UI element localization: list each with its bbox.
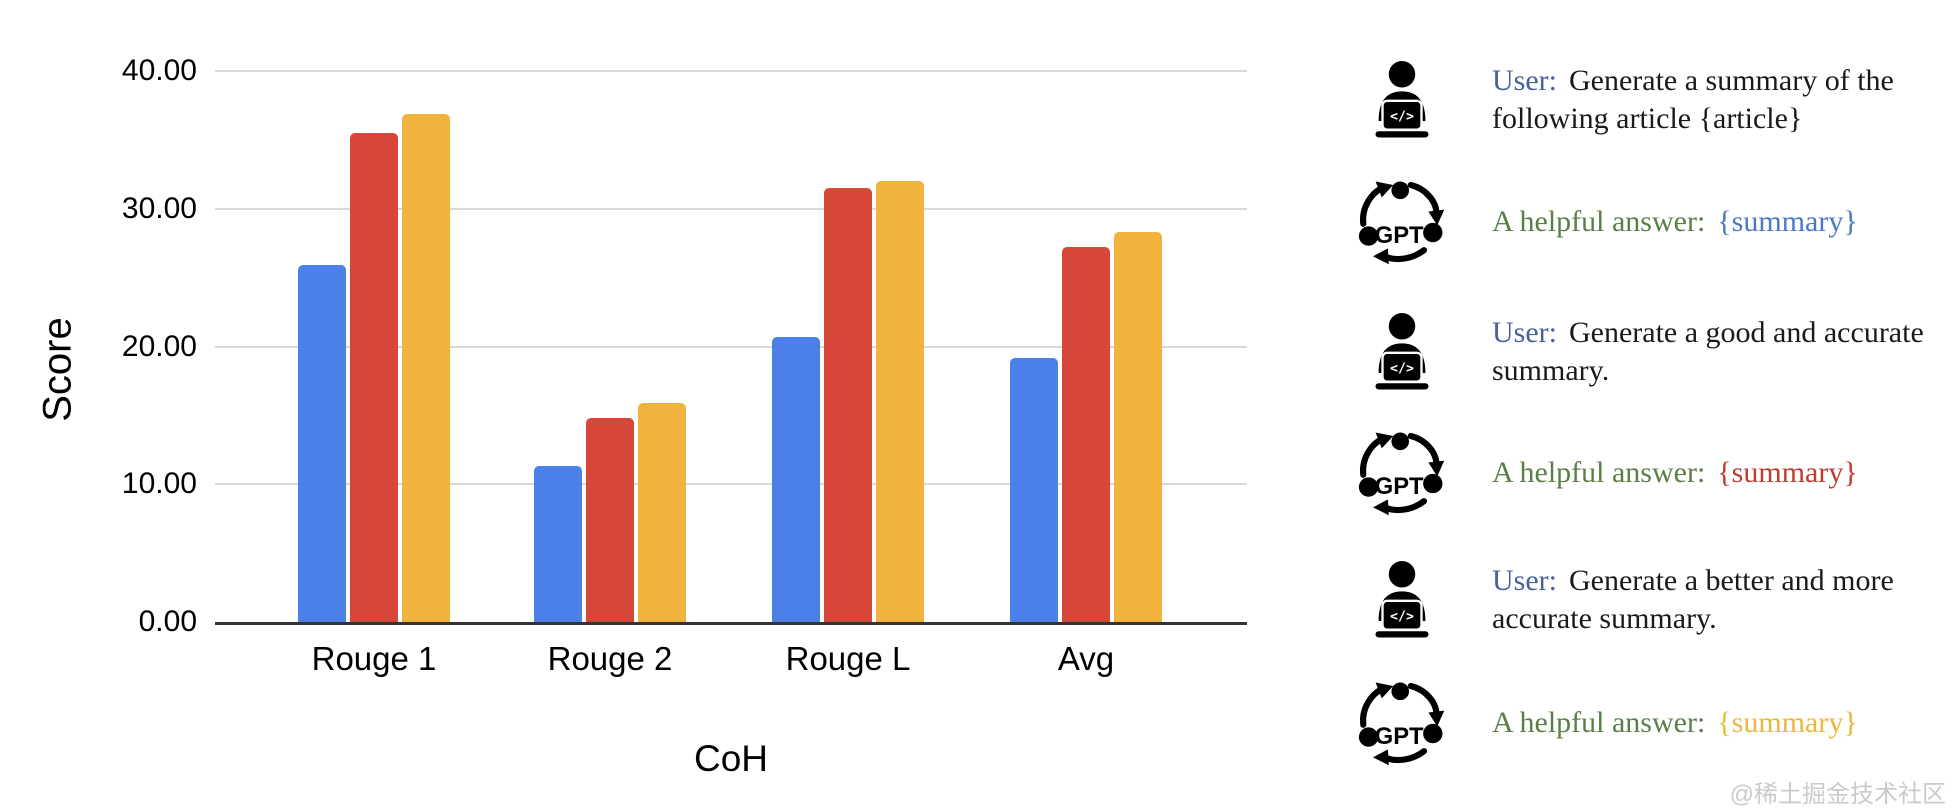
placeholder-value: {summary} [1717, 706, 1858, 739]
message-text: Generate a summary of the following arti… [1492, 64, 1894, 135]
bar-red [586, 418, 634, 622]
svg-text:GPT: GPT [1375, 473, 1424, 500]
gpt-cycle-icon: GPT [1358, 682, 1445, 766]
gridline [215, 208, 1247, 210]
gpt-robot-icon: GPT [1358, 673, 1446, 773]
x-axis-title: CoH [693, 738, 769, 779]
user-icon: </> [1358, 552, 1446, 648]
bar-red [824, 188, 872, 622]
bar-blue [1010, 358, 1058, 622]
conversation-row: </> User: Generate a good and accurate su… [1358, 292, 1950, 412]
svg-text:</>: </> [1390, 109, 1414, 124]
bar-blue [534, 466, 582, 622]
message: User: Generate a better and more accurate… [1492, 562, 1950, 638]
message-text: Generate a good and accurate summary. [1492, 316, 1924, 387]
bar-yellow [1114, 232, 1162, 622]
placeholder-value: {summary} [1717, 205, 1858, 238]
speaker-label: A helpful answer: [1492, 706, 1706, 739]
conversation-row: </> User: Generate a better and more accu… [1358, 540, 1950, 660]
bar-yellow [876, 181, 924, 622]
x-category-label: Rouge 2 [547, 640, 673, 677]
y-axis-title: Score [35, 317, 80, 422]
y-tick-label: 10.00 [121, 467, 197, 500]
gridline [215, 346, 1247, 348]
gpt-robot-icon: GPT [1358, 423, 1446, 523]
bar-group [298, 114, 450, 622]
message: User: Generate a summary of the following… [1492, 62, 1950, 138]
bar-group [534, 403, 686, 622]
speaker-label: User: [1492, 564, 1557, 597]
x-category-label: Rouge L [785, 640, 911, 677]
placeholder-value: {summary} [1717, 456, 1858, 489]
y-tick-label: 40.00 [121, 54, 197, 87]
conversation-row: GPT A helpful answer: {summary} [1358, 413, 1950, 533]
bar-yellow [402, 114, 450, 622]
y-tick-label: 30.00 [121, 192, 197, 225]
conversation-row: GPT A helpful answer: {summary} [1358, 162, 1950, 282]
message-text: Generate a better and more accurate summ… [1492, 564, 1894, 635]
conversation-row: GPT A helpful answer: {summary} [1358, 663, 1950, 783]
bar-blue [298, 265, 346, 622]
bar-red [1062, 247, 1110, 622]
svg-text:</>: </> [1390, 361, 1414, 376]
message: A helpful answer: {summary} [1492, 454, 1950, 492]
gpt-cycle-icon: GPT [1358, 181, 1445, 265]
y-tick-label: 0.00 [138, 605, 197, 638]
message: A helpful answer: {summary} [1492, 203, 1950, 241]
bar-group [1010, 232, 1162, 622]
gridline [215, 70, 1247, 72]
speaker-label: User: [1492, 64, 1557, 97]
gpt-cycle-icon: GPT [1358, 432, 1445, 516]
plot-area [215, 70, 1247, 625]
user-icon: </> [1358, 304, 1446, 400]
speaker-label: A helpful answer: [1492, 205, 1706, 238]
x-category-label: Rouge 1 [311, 640, 437, 677]
gpt-robot-icon: GPT [1358, 172, 1446, 272]
svg-text:</>: </> [1390, 609, 1414, 624]
user-icon: </> [1358, 52, 1446, 148]
gridline [215, 483, 1247, 485]
message: A helpful answer: {summary} [1492, 704, 1950, 742]
x-category-label: Avg [1057, 640, 1115, 677]
user-at-laptop-icon: </> [1375, 61, 1429, 138]
speaker-label: User: [1492, 316, 1557, 349]
bar-blue [772, 337, 820, 622]
bar-yellow [638, 403, 686, 622]
watermark: @稀土掘金技术社区 [1729, 781, 1946, 808]
speaker-label: A helpful answer: [1492, 456, 1706, 489]
message: User: Generate a good and accurate summar… [1492, 314, 1950, 390]
user-at-laptop-icon: </> [1375, 561, 1429, 638]
bar-red [350, 133, 398, 622]
conversation-row: </> User: Generate a summary of the follo… [1358, 40, 1950, 160]
svg-text:GPT: GPT [1375, 723, 1424, 750]
user-at-laptop-icon: </> [1375, 313, 1429, 390]
svg-text:GPT: GPT [1375, 222, 1424, 249]
bar-group [772, 181, 924, 622]
y-tick-label: 20.00 [121, 330, 197, 363]
